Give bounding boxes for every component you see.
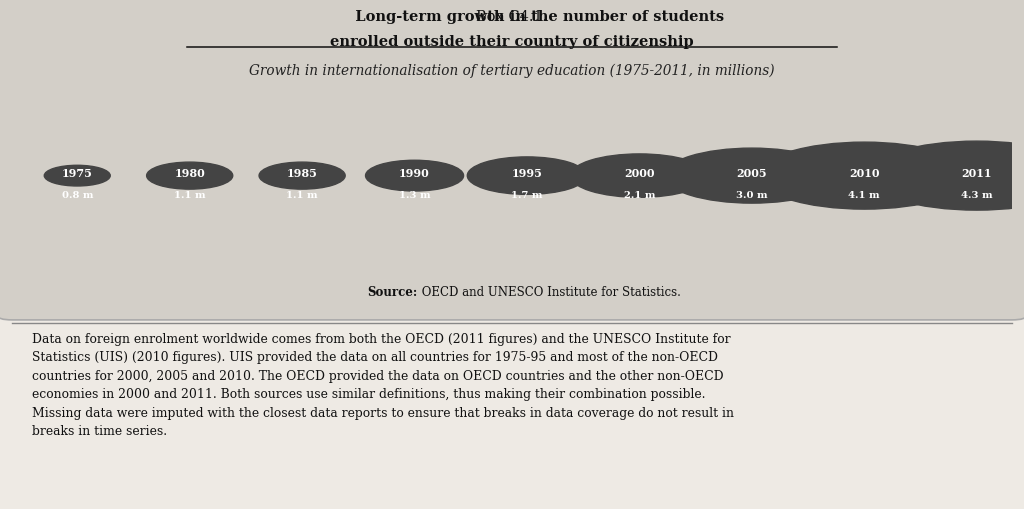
Text: 1985: 1985 bbox=[287, 167, 317, 179]
Circle shape bbox=[44, 166, 111, 187]
Text: Long-term growth in the number of students: Long-term growth in the number of studen… bbox=[299, 10, 725, 24]
Text: 1975: 1975 bbox=[61, 167, 93, 179]
Text: Source:: Source: bbox=[367, 286, 418, 298]
Circle shape bbox=[758, 143, 971, 210]
Circle shape bbox=[570, 155, 709, 198]
Text: 2000: 2000 bbox=[625, 167, 654, 179]
Text: 4.1 m: 4.1 m bbox=[849, 190, 880, 200]
Text: 1.7 m: 1.7 m bbox=[511, 190, 543, 200]
Text: 1995: 1995 bbox=[512, 167, 543, 179]
Circle shape bbox=[866, 142, 1024, 211]
Text: 1.1 m: 1.1 m bbox=[287, 190, 317, 200]
Text: 2010: 2010 bbox=[849, 167, 880, 179]
FancyBboxPatch shape bbox=[0, 0, 1024, 320]
Circle shape bbox=[665, 149, 840, 204]
Text: Data on foreign enrolment worldwide comes from both the OECD (2011 figures) and : Data on foreign enrolment worldwide come… bbox=[33, 332, 734, 437]
Text: enrolled outside their country of citizenship: enrolled outside their country of citize… bbox=[330, 36, 694, 49]
Text: 1.3 m: 1.3 m bbox=[398, 190, 430, 200]
Text: 2005: 2005 bbox=[736, 167, 767, 179]
Text: 1980: 1980 bbox=[174, 167, 205, 179]
Circle shape bbox=[366, 161, 464, 191]
Text: 3.0 m: 3.0 m bbox=[736, 190, 768, 200]
Text: OECD and UNESCO Institute for Statistics.: OECD and UNESCO Institute for Statistics… bbox=[418, 286, 681, 298]
Circle shape bbox=[259, 163, 345, 190]
Text: 0.8 m: 0.8 m bbox=[61, 190, 93, 200]
Circle shape bbox=[146, 163, 232, 190]
Text: 1990: 1990 bbox=[399, 167, 430, 179]
Text: 4.3 m: 4.3 m bbox=[961, 190, 992, 200]
Circle shape bbox=[467, 158, 587, 195]
Text: 2011: 2011 bbox=[962, 167, 992, 179]
Text: Box C4.1.: Box C4.1. bbox=[476, 10, 548, 24]
Text: 2.1 m: 2.1 m bbox=[624, 190, 655, 200]
Text: 1.1 m: 1.1 m bbox=[174, 190, 206, 200]
Text: Growth in internationalisation of tertiary education (1975-2011, in millions): Growth in internationalisation of tertia… bbox=[249, 64, 775, 78]
